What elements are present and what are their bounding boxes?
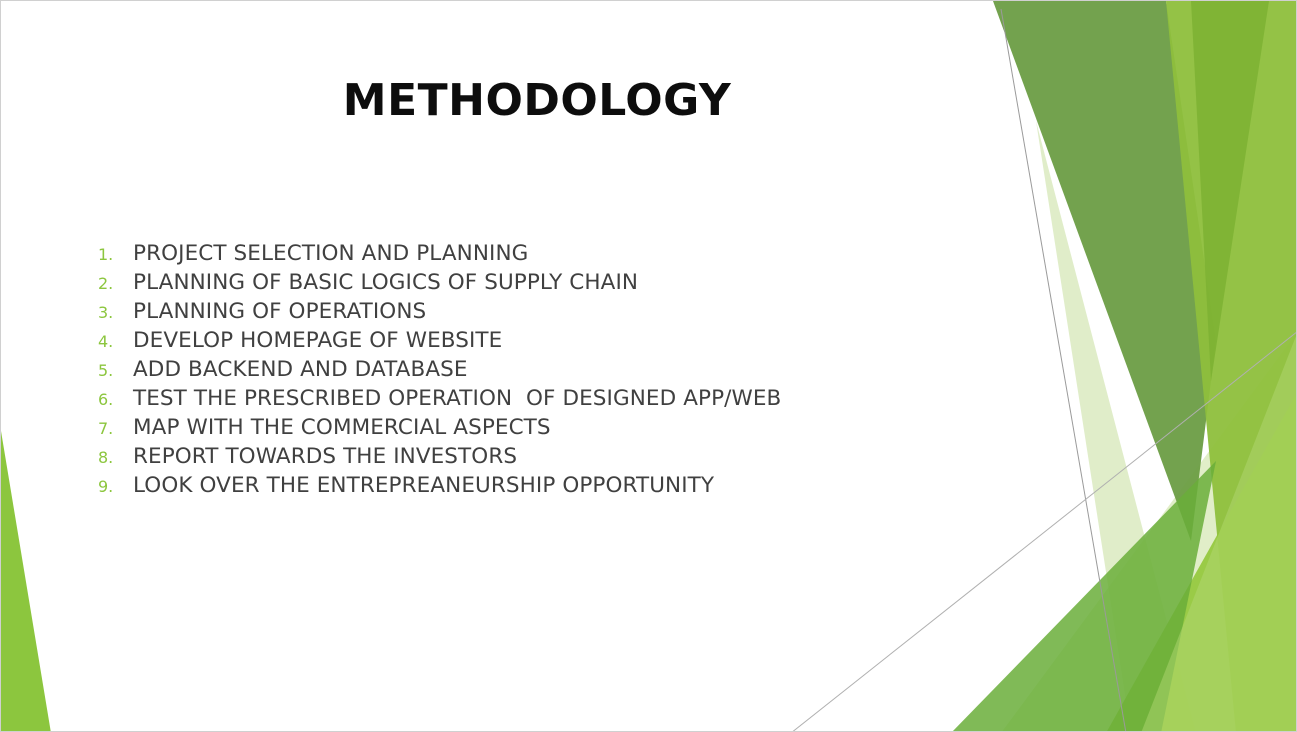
slide-title: METHODOLOGY [342, 75, 732, 126]
list-item-number: 2. [98, 274, 114, 293]
list-item-number: 7. [98, 419, 114, 438]
list-item-number: 8. [98, 448, 114, 467]
list-item: 5. ADD BACKEND AND DATABASE [98, 355, 781, 384]
decor-left-triangle [1, 431, 51, 731]
list-item-text: PROJECT SELECTION AND PLANNING [133, 241, 529, 266]
methodology-list: 1. PROJECT SELECTION AND PLANNING 2. PLA… [98, 239, 781, 500]
list-item-number: 6. [98, 390, 114, 409]
list-item: 4. DEVELOP HOMEPAGE OF WEBSITE [98, 326, 781, 355]
list-item: 2. PLANNING OF BASIC LOGICS OF SUPPLY CH… [98, 268, 781, 297]
list-item: 6. TEST THE PRESCRIBED OPERATION OF DESI… [98, 384, 781, 413]
list-item: 9. LOOK OVER THE ENTREPREANEURSHIP OPPOR… [98, 471, 781, 500]
list-item-number: 4. [98, 332, 114, 351]
decor-olive-wedge [993, 1, 1216, 541]
decor-overlay [1141, 336, 1296, 731]
list-item: 1. PROJECT SELECTION AND PLANNING [98, 239, 781, 268]
decor-thin-line-2 [792, 331, 1296, 731]
list-item-number: 3. [98, 303, 114, 322]
list-item: 3. PLANNING OF OPERATIONS [98, 297, 781, 326]
decor-thin-line-1 [1000, 8, 1127, 731]
list-item-number: 5. [98, 361, 114, 380]
list-item-text: REPORT TOWARDS THE INVESTORS [133, 444, 518, 469]
list-item-text: MAP WITH THE COMMERCIAL ASPECTS [133, 415, 551, 440]
list-item-text: PLANNING OF BASIC LOGICS OF SUPPLY CHAIN [133, 270, 639, 295]
list-item-text: LOOK OVER THE ENTREPREANEURSHIP OPPORTUN… [133, 473, 715, 498]
list-item-text: DEVELOP HOMEPAGE OF WEBSITE [133, 328, 503, 353]
decor-green-wedge [952, 461, 1216, 731]
list-item-number: 9. [98, 477, 114, 496]
list-item: 8. REPORT TOWARDS THE INVESTORS [98, 442, 781, 471]
list-item-text: PLANNING OF OPERATIONS [133, 299, 427, 324]
list-item-text: ADD BACKEND AND DATABASE [133, 357, 468, 382]
list-item-number: 1. [98, 245, 114, 264]
list-item: 7. MAP WITH THE COMMERCIAL ASPECTS [98, 413, 781, 442]
decor-mid-triangle [1191, 1, 1269, 381]
list-item-text: TEST THE PRESCRIBED OPERATION OF DESIGNE… [133, 386, 782, 411]
